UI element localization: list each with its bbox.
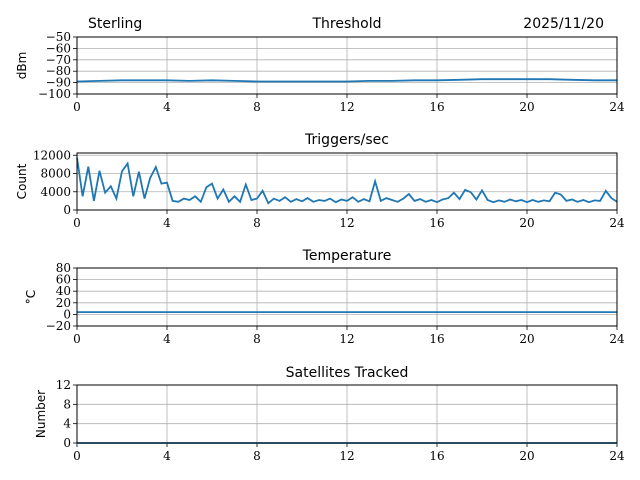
subplot-1: Threshold 0 4 8 12 16 20 24 −100−90−80−70−60−50 d…: [15, 16, 625, 114]
x-tick-label: 16: [429, 449, 444, 463]
x-tick-label: 8: [253, 100, 261, 114]
y-tick-label: −100: [38, 87, 71, 101]
y-tick-label: 60: [56, 273, 71, 287]
y-axis-label: Number: [34, 390, 48, 438]
axes-frame: [76, 152, 618, 211]
x-tick-label: 0: [73, 100, 81, 114]
y-tick-label: 8000: [40, 167, 71, 181]
y-tick-label: 80: [56, 261, 71, 275]
y-tick-label: 12000: [33, 148, 71, 162]
y-tick-label: −80: [46, 64, 71, 78]
series-line: [76, 78, 617, 83]
x-tick-label: 20: [519, 100, 534, 114]
y-tick-label: −20: [46, 319, 71, 333]
y-tick-label: 0: [63, 203, 71, 217]
x-tick-label: 12: [339, 216, 354, 230]
x-tick-label: 4: [163, 449, 171, 463]
x-tick-label: 20: [519, 332, 534, 346]
x-tick-label: 20: [519, 449, 534, 463]
subplot-2: Triggers/sec 0 4 8 12 16 20 24 0 4000 8000 12000 Cou…: [15, 132, 625, 230]
y-axis-label: Count: [15, 163, 29, 199]
x-tick-label: 4: [163, 100, 171, 114]
y-tick-label: 8: [63, 397, 71, 411]
y-tick-label: 4: [63, 417, 71, 431]
x-tick-label: 16: [429, 216, 444, 230]
x-tick-label: 20: [519, 216, 534, 230]
y-tick-label: 40: [56, 284, 71, 298]
x-tick-label: 0: [73, 216, 81, 230]
y-tick-label: −60: [46, 41, 71, 55]
y-axis-label: °C: [24, 290, 38, 304]
x-tick-label: 12: [339, 100, 354, 114]
x-tick-label: 12: [339, 332, 354, 346]
x-tick-label: 24: [609, 449, 625, 463]
y-tick-label: 12: [56, 378, 71, 392]
x-tick-label: 8: [253, 449, 261, 463]
subplot-title: Satellites Tracked: [286, 365, 409, 381]
x-tick-label: 24: [609, 332, 625, 346]
y-tick-label: −50: [46, 30, 71, 44]
y-tick-label: 0: [63, 436, 71, 450]
date-label: 2025/11/20: [523, 16, 604, 32]
y-tick-label: 4000: [40, 185, 71, 199]
x-tick-label: 24: [609, 216, 625, 230]
x-tick-label: 24: [609, 100, 625, 114]
x-tick-label: 0: [73, 332, 81, 346]
subplot-title: Triggers/sec: [304, 132, 389, 148]
x-tick-label: 4: [163, 332, 171, 346]
axes-frame: [76, 384, 618, 444]
axes-frame: [76, 267, 618, 327]
y-tick-label: −90: [46, 76, 71, 90]
x-tick-label: 4: [163, 216, 171, 230]
y-tick-label: 20: [56, 296, 71, 310]
y-axis-label: dBm: [15, 52, 29, 80]
subplot-4: Satellites Tracked 0 4 8 12 16 20 24 0 4 8 12 Number: [34, 365, 625, 463]
series-line: [76, 157, 618, 205]
x-tick-label: 16: [429, 100, 444, 114]
subplot-title: Threshold: [312, 16, 382, 32]
axes-frame: [76, 36, 618, 95]
x-tick-label: 8: [253, 332, 261, 346]
station-label: Sterling: [88, 16, 142, 32]
subplot-title: Temperature: [302, 248, 392, 264]
x-tick-label: 8: [253, 216, 261, 230]
x-tick-label: 16: [429, 332, 444, 346]
x-tick-label: 0: [73, 449, 81, 463]
x-tick-label: 12: [339, 449, 354, 463]
y-tick-label: 0: [63, 307, 71, 321]
y-tick-label: −70: [46, 53, 71, 67]
